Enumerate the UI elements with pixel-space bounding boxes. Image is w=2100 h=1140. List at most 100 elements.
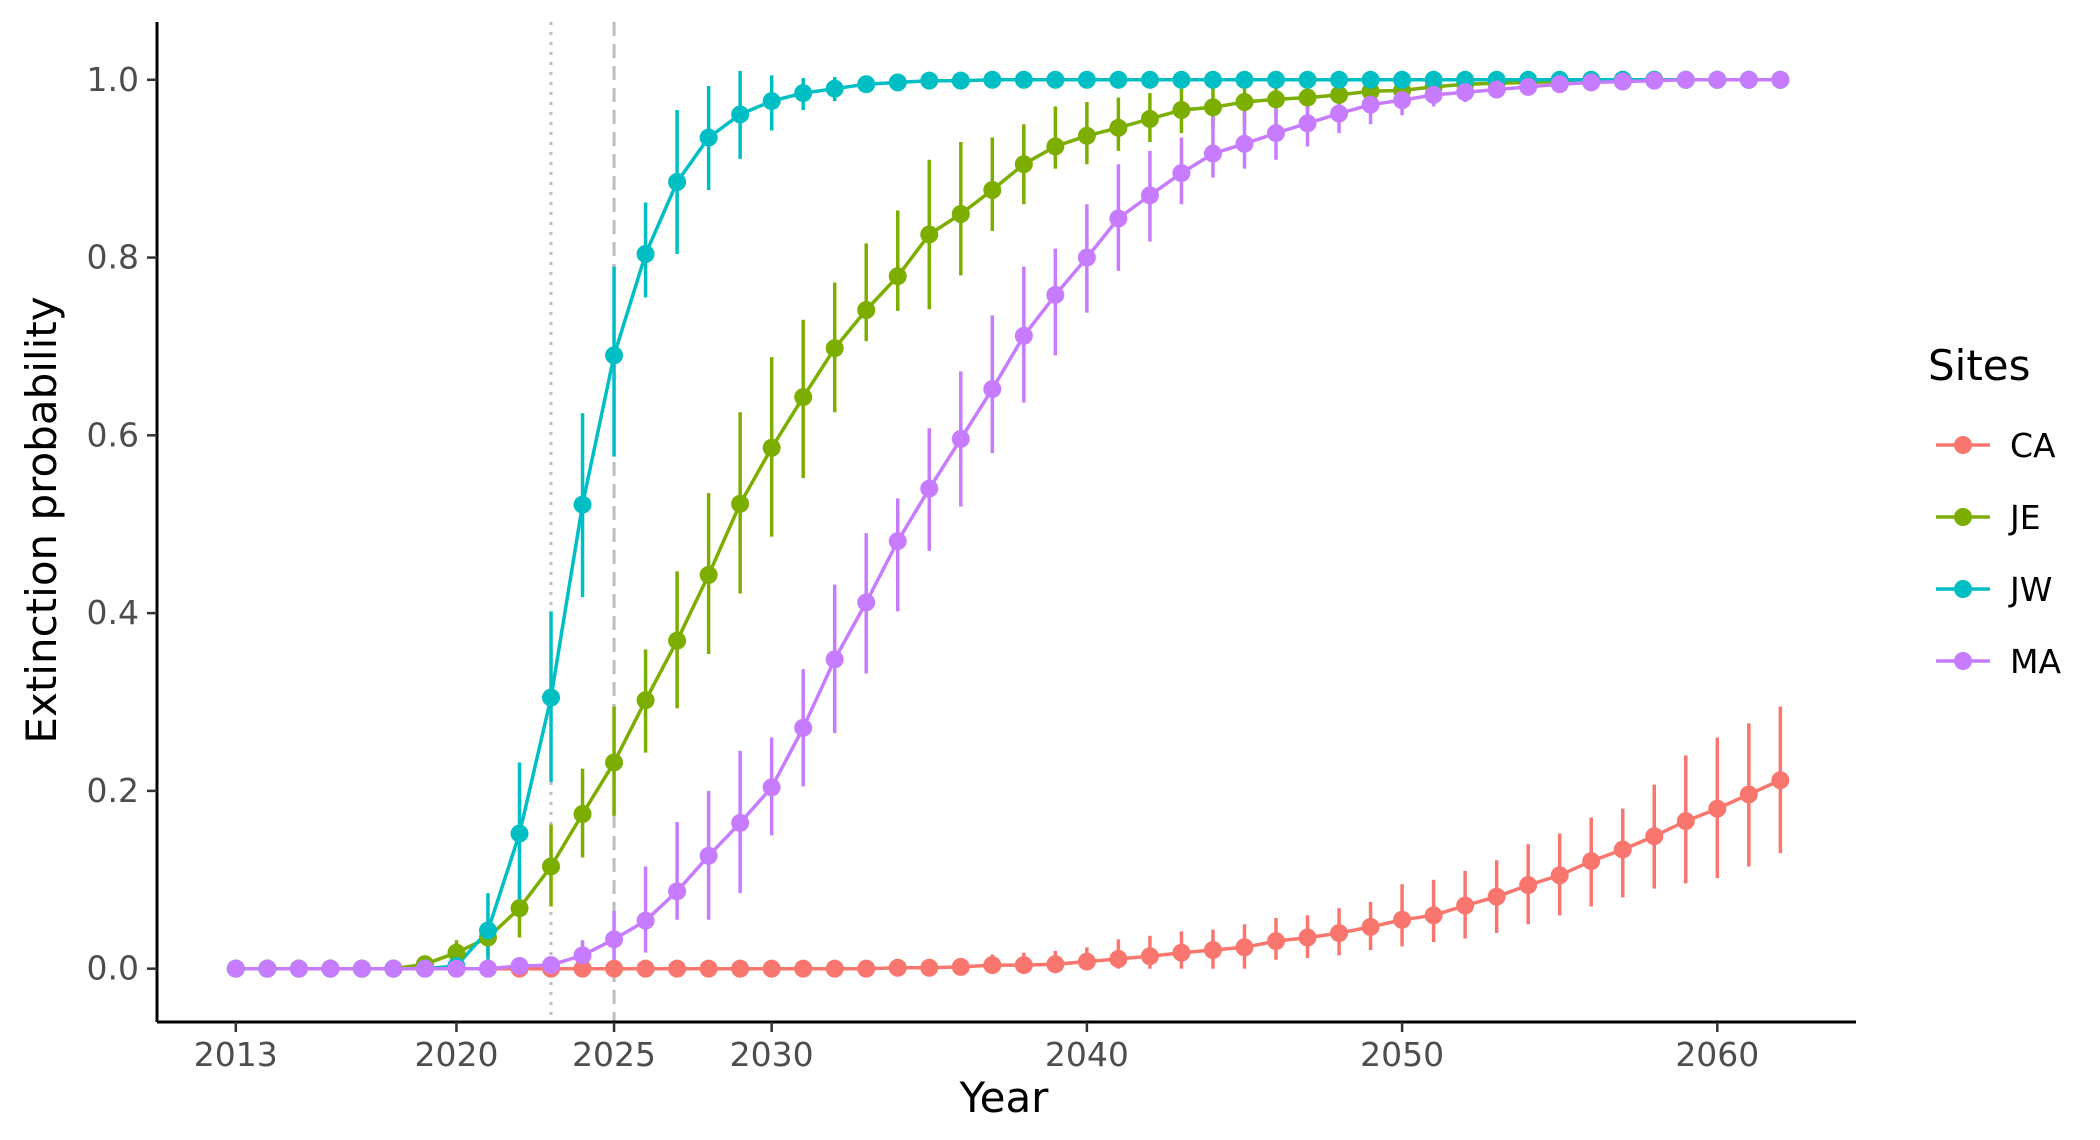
point-je bbox=[1014, 155, 1033, 174]
data-points bbox=[226, 70, 1790, 978]
point-jw bbox=[857, 75, 876, 94]
point-je bbox=[1077, 126, 1096, 145]
x-tick-label: 2040 bbox=[1045, 1035, 1129, 1074]
point-jw bbox=[983, 70, 1002, 89]
point-ca bbox=[668, 959, 687, 978]
point-ma bbox=[1077, 248, 1096, 267]
point-jw bbox=[762, 92, 781, 111]
point-ca bbox=[1645, 827, 1664, 846]
x-tick-label: 2060 bbox=[1675, 1035, 1759, 1074]
point-ca bbox=[1014, 956, 1033, 975]
point-ca bbox=[857, 959, 876, 978]
point-ma bbox=[1330, 104, 1349, 123]
x-tick-label: 2025 bbox=[572, 1035, 656, 1074]
point-ca bbox=[983, 956, 1002, 975]
point-ma bbox=[636, 911, 655, 930]
point-je bbox=[888, 267, 907, 286]
point-ca bbox=[920, 958, 939, 977]
point-ca bbox=[731, 959, 750, 978]
point-ma bbox=[1645, 71, 1664, 90]
legend-key-point-ma bbox=[1954, 652, 1972, 670]
point-je bbox=[510, 899, 529, 918]
point-ca bbox=[1046, 955, 1065, 974]
point-ma bbox=[258, 959, 277, 978]
point-ma bbox=[321, 959, 340, 978]
x-tick-label: 2030 bbox=[730, 1035, 814, 1074]
point-je bbox=[1267, 90, 1286, 109]
point-ma bbox=[1708, 70, 1727, 89]
point-ca bbox=[1361, 917, 1380, 936]
point-ma bbox=[1235, 134, 1254, 153]
point-ma bbox=[605, 930, 624, 949]
point-je bbox=[1298, 88, 1317, 107]
point-ma bbox=[1298, 114, 1317, 133]
point-ma bbox=[1771, 70, 1790, 89]
point-ma bbox=[510, 957, 529, 975]
error-bars bbox=[423, 70, 1783, 969]
legend: Sites CA JE JW MA bbox=[1928, 341, 2061, 681]
series-line-ma bbox=[235, 78, 1781, 971]
point-jw bbox=[1077, 70, 1096, 89]
point-ma bbox=[699, 846, 718, 865]
point-je bbox=[1172, 101, 1191, 119]
point-ma bbox=[1393, 91, 1412, 110]
point-jw bbox=[510, 824, 529, 843]
point-ma bbox=[825, 650, 844, 669]
point-je bbox=[573, 805, 592, 823]
y-axis-ticks: 0.0 0.2 0.4 0.6 0.8 1.0 bbox=[87, 60, 157, 988]
point-jw bbox=[731, 105, 750, 124]
point-jw bbox=[699, 128, 718, 147]
point-ma bbox=[415, 959, 434, 978]
y-axis-title: Extinction probability bbox=[17, 296, 66, 743]
point-ma bbox=[1140, 186, 1159, 205]
x-tick-label: 2013 bbox=[194, 1035, 278, 1074]
series-line-jw bbox=[235, 78, 1781, 971]
point-ma bbox=[983, 380, 1002, 399]
point-ma bbox=[447, 959, 466, 978]
legend-label-ca: CA bbox=[2010, 426, 2056, 465]
point-ma bbox=[1456, 83, 1475, 102]
y-tick-label: 1.0 bbox=[87, 60, 139, 99]
point-ca bbox=[1550, 866, 1569, 885]
series-line-je bbox=[235, 78, 1781, 971]
point-jw bbox=[1235, 70, 1254, 89]
point-je bbox=[983, 181, 1002, 199]
point-ma bbox=[478, 959, 497, 978]
point-jw bbox=[951, 71, 970, 90]
point-je bbox=[951, 205, 970, 223]
legend-label-ma: MA bbox=[2010, 642, 2061, 681]
legend-title: Sites bbox=[1928, 341, 2031, 390]
point-jw bbox=[542, 688, 561, 707]
point-jw bbox=[1393, 70, 1412, 89]
point-ma bbox=[1203, 144, 1222, 163]
legend-label-jw: JW bbox=[2008, 570, 2052, 609]
point-ca bbox=[1393, 910, 1412, 929]
point-ma bbox=[857, 593, 876, 612]
y-tick-label: 0.4 bbox=[87, 593, 139, 632]
point-ma bbox=[1550, 75, 1569, 94]
point-je bbox=[699, 565, 718, 584]
point-jw bbox=[1330, 70, 1349, 89]
point-ca bbox=[825, 959, 844, 978]
x-tick-label: 2050 bbox=[1360, 1035, 1444, 1074]
point-je bbox=[825, 339, 844, 358]
point-jw bbox=[1424, 70, 1443, 89]
point-ca bbox=[1582, 852, 1601, 871]
legend-key-point-jw bbox=[1954, 580, 1972, 598]
legend-label-je: JE bbox=[2008, 498, 2041, 537]
point-je bbox=[1140, 109, 1159, 128]
point-ma bbox=[1487, 80, 1506, 99]
x-tick-label: 2020 bbox=[414, 1035, 498, 1074]
point-je bbox=[668, 631, 687, 650]
point-ma bbox=[1109, 209, 1128, 228]
point-jw bbox=[1361, 70, 1380, 89]
point-ma bbox=[1014, 326, 1033, 345]
point-ma bbox=[888, 532, 907, 551]
point-jw bbox=[1014, 70, 1033, 89]
point-je bbox=[857, 301, 876, 319]
point-ca bbox=[1140, 947, 1159, 966]
point-ca bbox=[1613, 840, 1632, 859]
point-ca bbox=[1298, 928, 1317, 947]
point-ca bbox=[951, 957, 970, 976]
point-ca bbox=[1172, 943, 1191, 962]
